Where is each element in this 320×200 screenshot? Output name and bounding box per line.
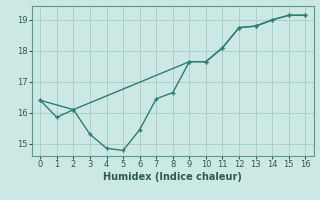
X-axis label: Humidex (Indice chaleur): Humidex (Indice chaleur) <box>103 172 242 182</box>
